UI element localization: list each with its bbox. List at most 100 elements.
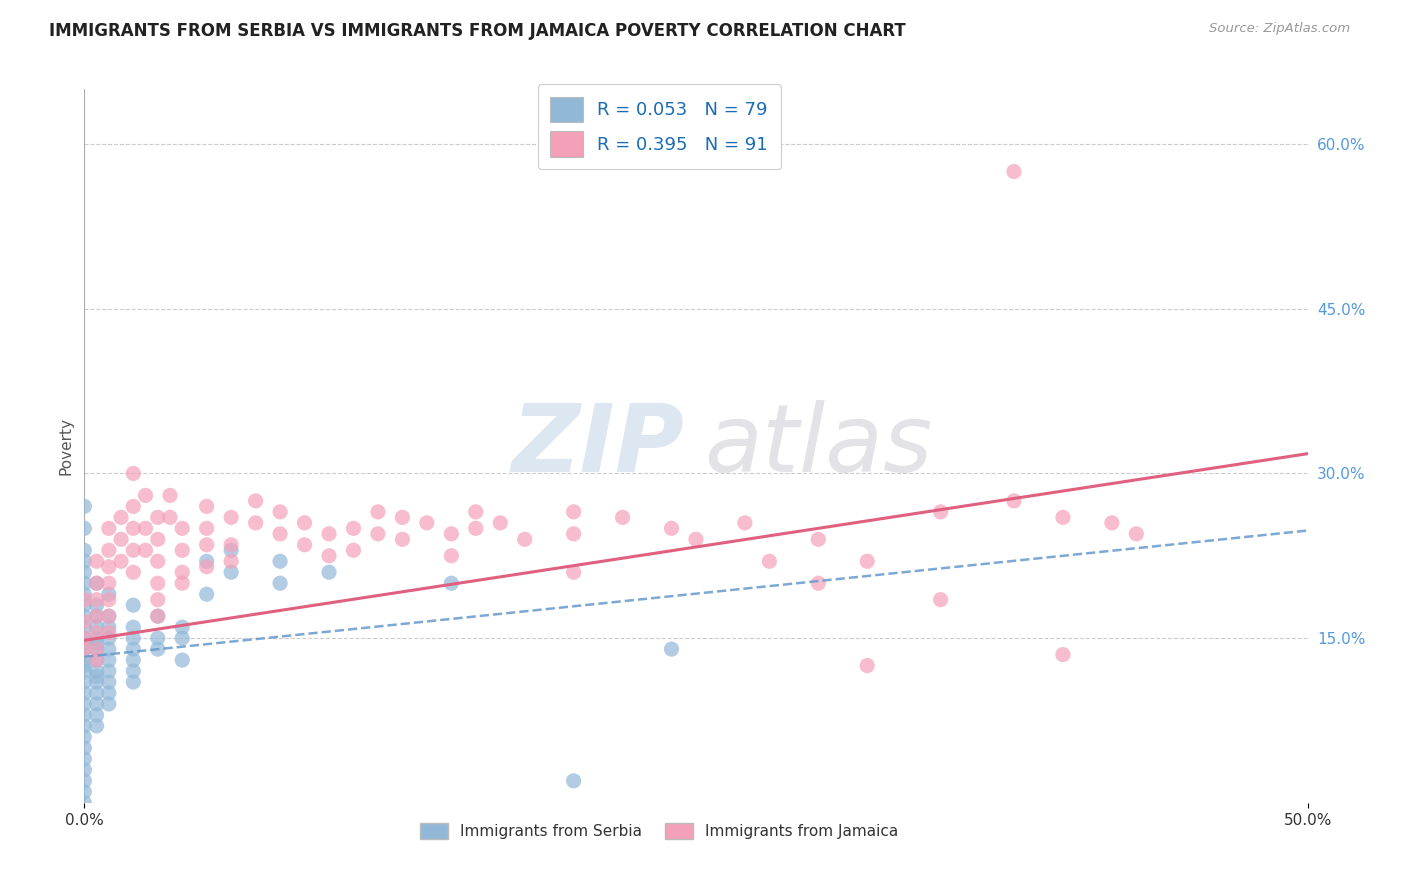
Point bbox=[110, 554, 132, 568]
Point bbox=[73, 740, 96, 755]
Point bbox=[73, 631, 96, 645]
Point bbox=[122, 631, 145, 645]
Point bbox=[122, 653, 145, 667]
Point bbox=[758, 554, 780, 568]
Point bbox=[73, 773, 96, 788]
Point bbox=[612, 510, 634, 524]
Point bbox=[73, 566, 96, 580]
Point bbox=[122, 598, 145, 612]
Point bbox=[73, 653, 96, 667]
Point bbox=[1002, 164, 1025, 178]
Point bbox=[159, 488, 181, 502]
Point bbox=[856, 658, 879, 673]
Point bbox=[807, 576, 830, 591]
Point bbox=[1125, 526, 1147, 541]
Point bbox=[73, 658, 96, 673]
Point bbox=[1101, 516, 1123, 530]
Point bbox=[195, 554, 218, 568]
Point bbox=[86, 598, 108, 612]
Point bbox=[562, 505, 585, 519]
Point bbox=[318, 549, 340, 563]
Point bbox=[1002, 494, 1025, 508]
Point bbox=[97, 664, 120, 678]
Point bbox=[73, 592, 96, 607]
Point bbox=[135, 488, 157, 502]
Point bbox=[146, 642, 169, 657]
Point bbox=[122, 620, 145, 634]
Point bbox=[86, 576, 108, 591]
Point bbox=[391, 533, 413, 547]
Point bbox=[73, 598, 96, 612]
Point bbox=[110, 510, 132, 524]
Point bbox=[86, 708, 108, 723]
Point bbox=[86, 653, 108, 667]
Point bbox=[86, 609, 108, 624]
Text: ZIP: ZIP bbox=[512, 400, 685, 492]
Point bbox=[122, 675, 145, 690]
Point bbox=[73, 554, 96, 568]
Point bbox=[146, 631, 169, 645]
Point bbox=[513, 533, 536, 547]
Point bbox=[562, 566, 585, 580]
Point bbox=[219, 543, 242, 558]
Point bbox=[73, 796, 96, 810]
Point bbox=[1052, 648, 1074, 662]
Text: atlas: atlas bbox=[704, 401, 932, 491]
Legend: Immigrants from Serbia, Immigrants from Jamaica: Immigrants from Serbia, Immigrants from … bbox=[415, 817, 904, 845]
Point bbox=[97, 543, 120, 558]
Point bbox=[562, 526, 585, 541]
Point bbox=[245, 494, 267, 508]
Point bbox=[195, 521, 218, 535]
Point bbox=[1052, 510, 1074, 524]
Point bbox=[73, 763, 96, 777]
Point bbox=[440, 549, 463, 563]
Point bbox=[122, 642, 145, 657]
Point bbox=[97, 559, 120, 574]
Point bbox=[172, 521, 194, 535]
Point bbox=[86, 637, 108, 651]
Point bbox=[86, 554, 108, 568]
Point bbox=[122, 664, 145, 678]
Point bbox=[146, 510, 169, 524]
Text: Source: ZipAtlas.com: Source: ZipAtlas.com bbox=[1209, 22, 1350, 36]
Point bbox=[195, 538, 218, 552]
Point bbox=[97, 620, 120, 634]
Point bbox=[86, 609, 108, 624]
Point bbox=[73, 708, 96, 723]
Point bbox=[929, 505, 952, 519]
Point bbox=[97, 609, 120, 624]
Point bbox=[97, 653, 120, 667]
Point bbox=[86, 625, 108, 640]
Point bbox=[146, 609, 169, 624]
Point bbox=[146, 609, 169, 624]
Point bbox=[73, 642, 96, 657]
Point bbox=[97, 625, 120, 640]
Point bbox=[135, 521, 157, 535]
Point bbox=[73, 609, 96, 624]
Point bbox=[86, 642, 108, 657]
Point bbox=[73, 620, 96, 634]
Point bbox=[86, 719, 108, 733]
Point bbox=[172, 543, 194, 558]
Point bbox=[219, 554, 242, 568]
Point bbox=[73, 587, 96, 601]
Point bbox=[110, 533, 132, 547]
Point bbox=[440, 576, 463, 591]
Point bbox=[685, 533, 707, 547]
Point bbox=[73, 631, 96, 645]
Point bbox=[294, 516, 316, 530]
Point bbox=[734, 516, 756, 530]
Point bbox=[97, 587, 120, 601]
Point bbox=[245, 516, 267, 530]
Point bbox=[172, 631, 194, 645]
Point bbox=[562, 773, 585, 788]
Point bbox=[73, 730, 96, 744]
Point bbox=[856, 554, 879, 568]
Point bbox=[146, 592, 169, 607]
Point bbox=[86, 642, 108, 657]
Point bbox=[342, 543, 364, 558]
Point bbox=[342, 521, 364, 535]
Point bbox=[219, 538, 242, 552]
Point bbox=[219, 510, 242, 524]
Point bbox=[97, 642, 120, 657]
